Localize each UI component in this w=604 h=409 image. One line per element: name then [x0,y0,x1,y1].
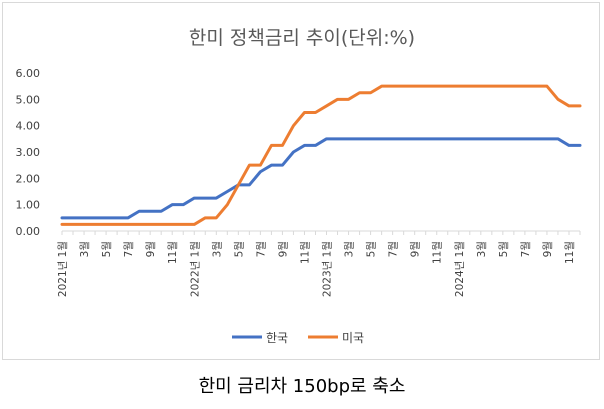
x-tick-label: 9월 [542,241,554,257]
x-tick-label: 11월 [167,241,179,264]
x-tick-label: 3월 [79,241,91,257]
x-tick-label: 7월 [123,241,135,257]
x-tick-label: 9월 [410,241,422,257]
y-tick-label: 5.00 [16,93,41,106]
x-tick-label: 11월 [564,241,576,264]
x-tick-label: 11월 [299,241,311,264]
line-chart: 한미 정책금리 추이(단위:%) 0.00 1.00 2.00 3.00 4.00 5.00… [16,27,582,345]
x-tick-label: 3월 [476,241,488,257]
x-tick-label: 5월 [233,241,245,257]
x-tick-label: 9월 [145,241,157,257]
x-tick-label: 7월 [255,241,267,257]
y-tick-label: 2.00 [16,172,41,185]
chart-frame [2,2,600,360]
y-tick-label: 0.00 [16,225,41,238]
legend-label: 미국 [342,331,364,345]
x-tick-label: 2024년 1월 [454,241,466,297]
legend-label: 한국 [266,331,288,345]
y-tick-label: 6.00 [16,67,41,80]
y-tick-label: 1.00 [16,199,41,212]
x-tick-label: 5월 [498,241,510,257]
x-tick-label: 3월 [211,241,223,257]
chart-title: 한미 정책금리 추이(단위:%) [189,27,415,49]
y-tick-label: 4.00 [16,120,41,133]
x-tick-label: 2023년 1월 [322,241,334,297]
series-line-korea [60,137,582,220]
x-tick-label: 7월 [520,241,532,257]
x-tick-label: 11월 [432,241,444,264]
x-tick-label: 9월 [277,241,289,257]
y-tick-label: 3.00 [16,146,41,159]
x-tick-label: 3월 [344,241,356,257]
chart-caption: 한미 금리차 150bp로 축소 [198,376,406,397]
x-tick-label: 2022년 1월 [189,241,201,297]
x-tick-label: 5월 [366,241,378,257]
x-tick-label: 7월 [388,241,400,257]
x-tick-label: 2021년 1월 [57,241,69,297]
x-tick-label: 5월 [101,241,113,257]
series-line-us [60,84,582,226]
